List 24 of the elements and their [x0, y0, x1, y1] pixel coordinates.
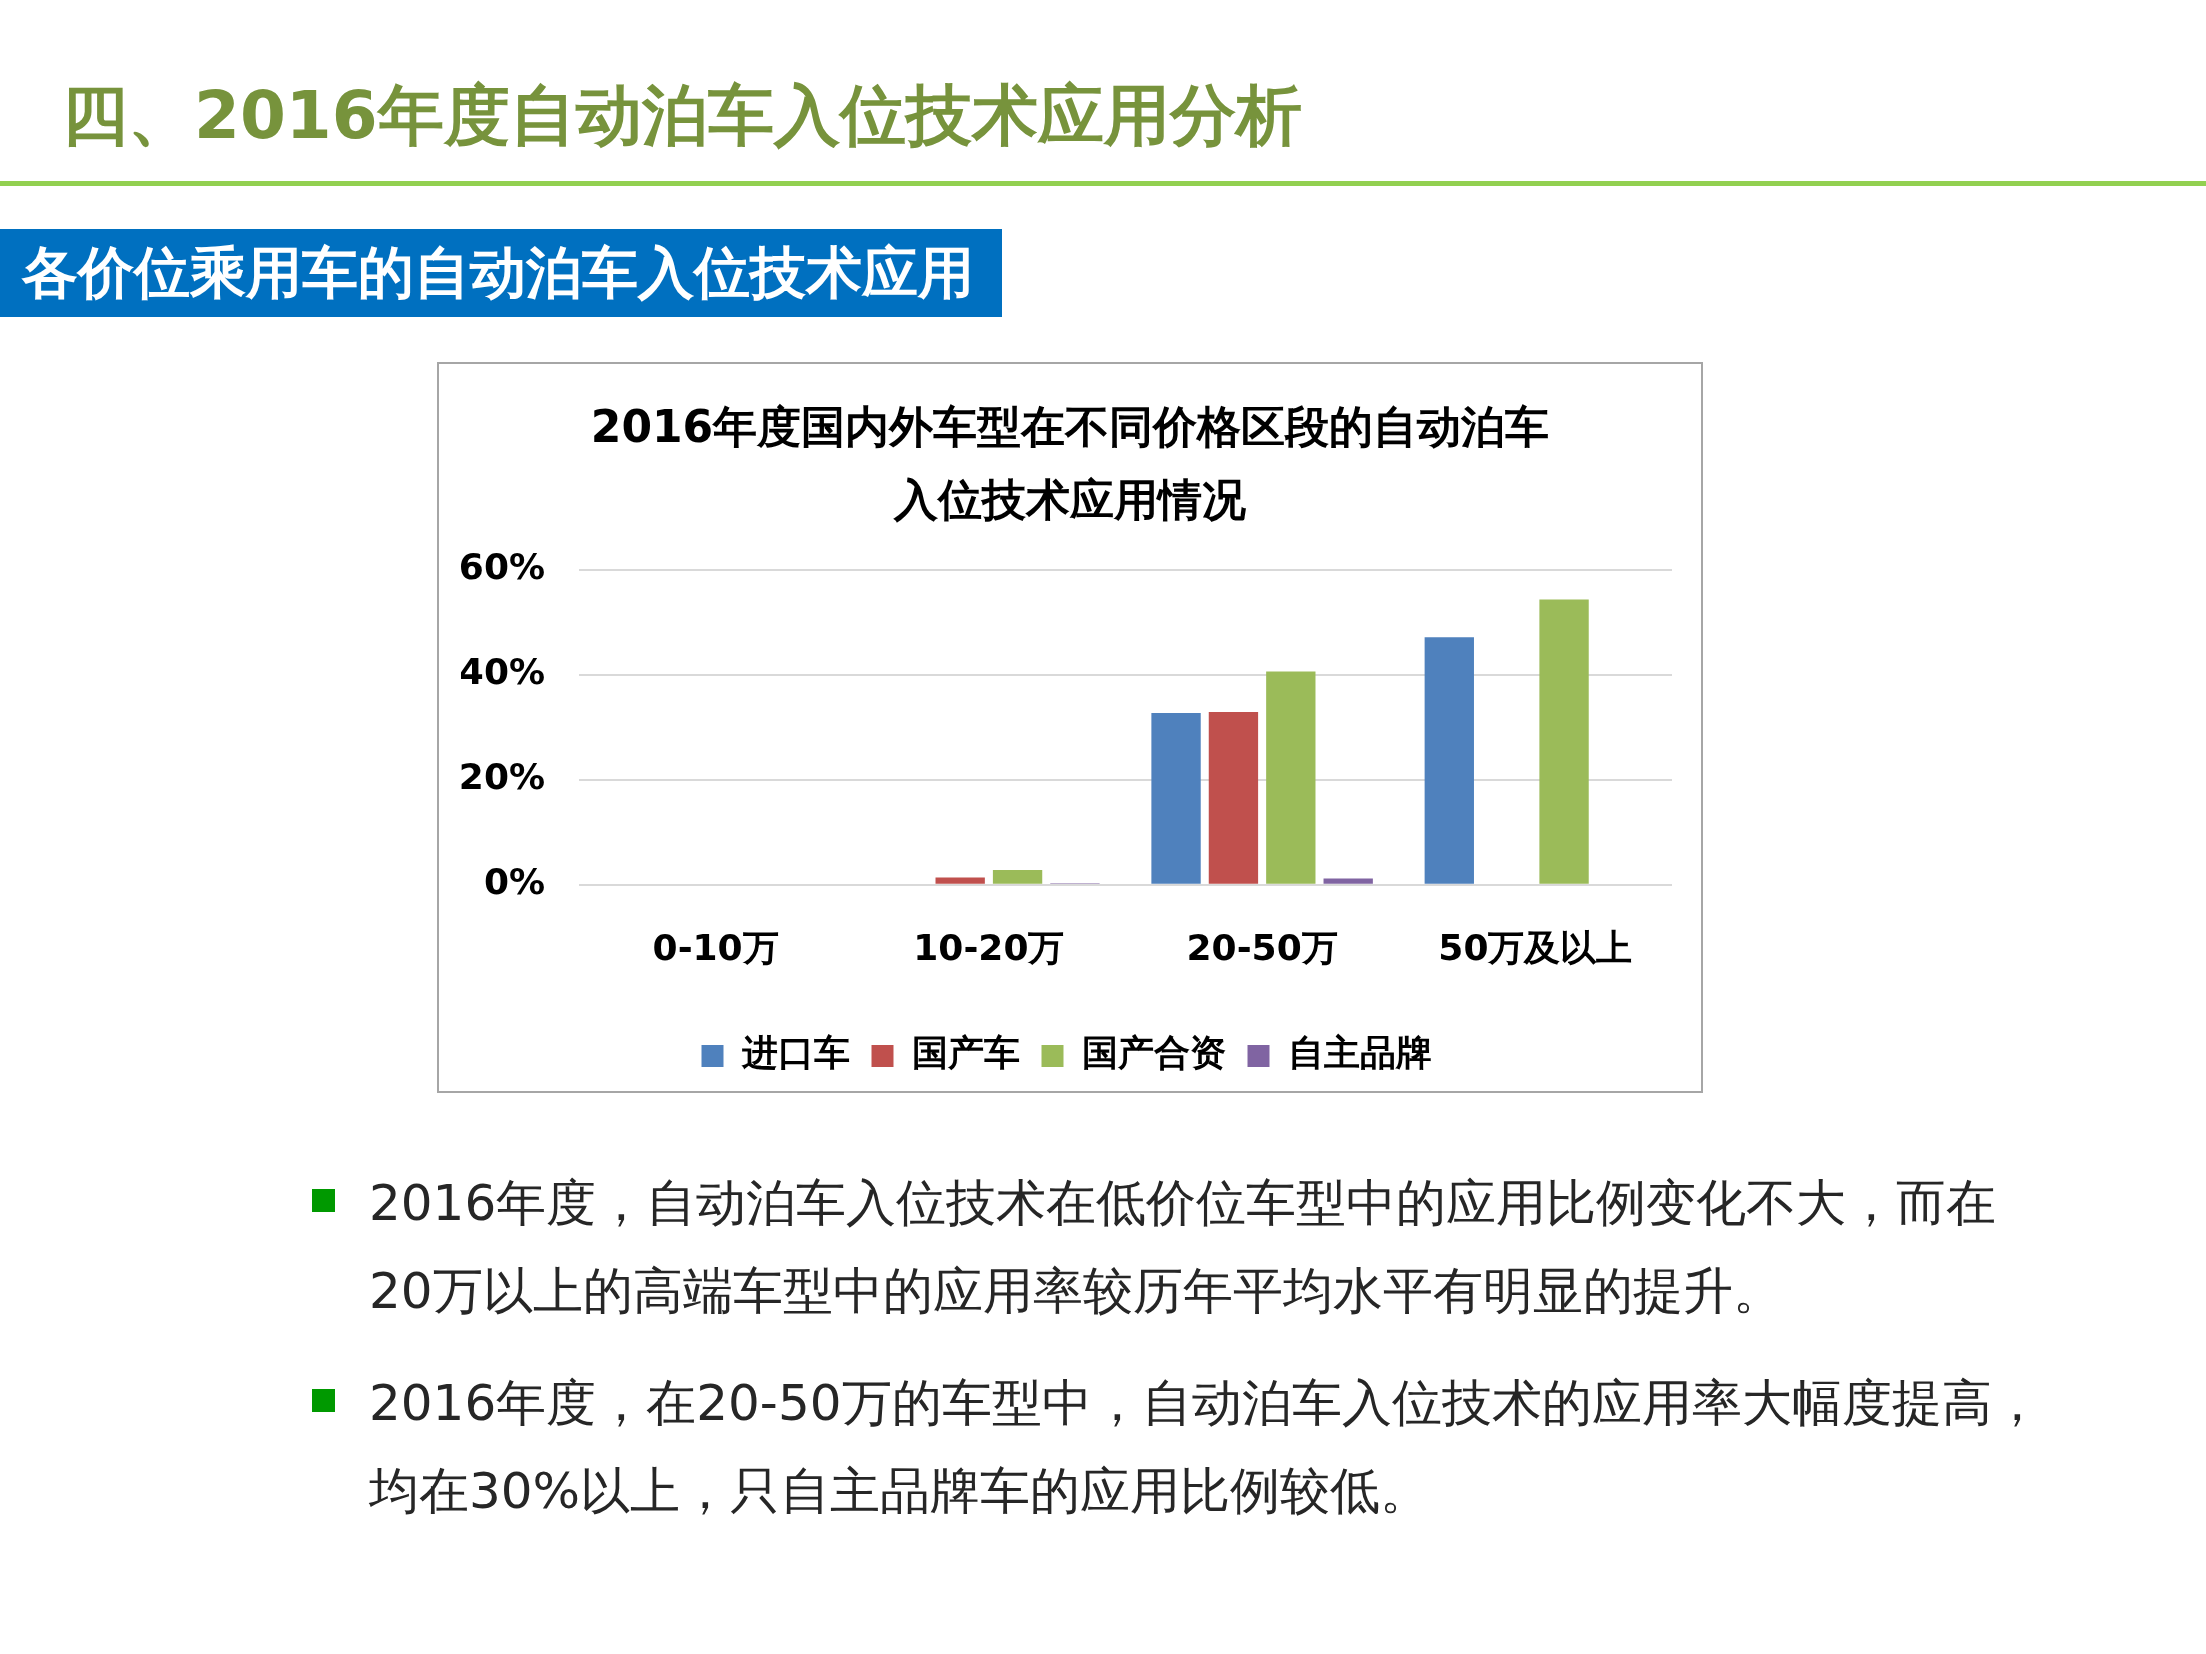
x-tick-label: 50万及以上	[1438, 926, 1633, 968]
chart-title: 2016年度国内外车型在不同价格区段的自动泊车入位技术应用情况	[589, 400, 1551, 527]
legend-label: 自主品牌	[1287, 1032, 1432, 1074]
text: 四、2016年度自动泊车入位技术应用分析	[62, 76, 1302, 156]
bar	[935, 877, 985, 884]
y-tick-label: 20%	[458, 756, 545, 798]
x-tick-label: 20-50万	[1186, 926, 1338, 968]
bar	[1151, 713, 1201, 884]
y-tick-label: 60%	[458, 545, 545, 587]
bar	[1266, 671, 1316, 884]
text: 2016年度，自动泊车入位技术在低价位车型中的应用比例变化不大，而在20万以上的高端车型中的应用率较历年平均水平有明显的提升。	[369, 1174, 1997, 1320]
bar	[1323, 878, 1373, 884]
legend-label: 国产合资	[1081, 1032, 1226, 1074]
text: 2016年度，在20-50万的车型中，自动泊车入位技术的应用率大幅度提高，均在30%以上，只自主品牌车的应用比例较低。	[369, 1374, 2042, 1520]
x-tick-label: 0-10万	[652, 926, 779, 968]
legend-label: 进口车	[740, 1032, 850, 1074]
bar	[992, 870, 1043, 884]
bar	[1424, 637, 1474, 884]
bar	[1539, 599, 1589, 884]
x-tick-label: 10-20万	[913, 926, 1065, 968]
legend-label: 国产车	[911, 1032, 1020, 1074]
chart-subtitle: 各价位乘用车的自动泊车入位技术应用	[0, 229, 1002, 317]
bar	[1208, 711, 1259, 884]
y-tick-label: 0%	[483, 861, 545, 903]
